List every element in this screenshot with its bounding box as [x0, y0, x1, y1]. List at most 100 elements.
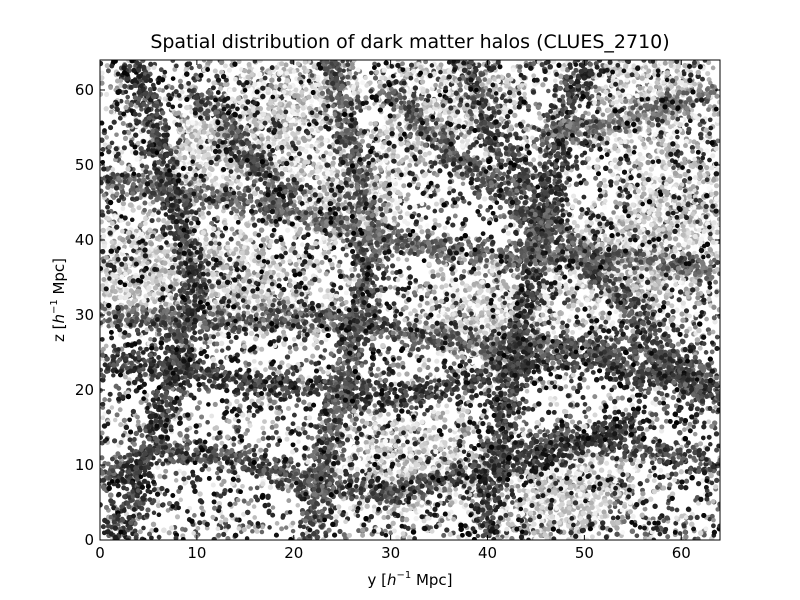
halo-point — [491, 390, 497, 396]
halo-point — [260, 66, 265, 71]
halo-point — [179, 395, 184, 401]
halo-point — [259, 524, 265, 530]
scatter-points — [100, 60, 720, 540]
halo-point — [317, 185, 323, 191]
halo-point — [419, 377, 425, 383]
halo-point — [503, 533, 509, 539]
halo-point — [232, 231, 237, 237]
halo-point — [683, 534, 689, 540]
halo-point — [391, 301, 397, 307]
halo-point — [245, 416, 251, 422]
halo-point — [106, 323, 112, 329]
halo-point — [240, 483, 245, 489]
halo-point — [651, 135, 657, 141]
halo-point — [120, 120, 126, 127]
halo-point — [413, 515, 419, 522]
halo-point — [404, 257, 410, 263]
halo-point — [585, 385, 591, 390]
halo-point — [358, 108, 364, 113]
halo-point — [247, 520, 253, 525]
halo-point — [337, 528, 343, 534]
halo-point — [711, 111, 717, 117]
halo-point — [168, 525, 175, 531]
halo-point — [368, 70, 374, 76]
halo-point — [120, 206, 126, 211]
halo-point — [574, 402, 580, 408]
halo-point — [478, 438, 484, 444]
halo-point — [715, 138, 720, 144]
halo-point — [102, 411, 107, 417]
halo-point — [604, 491, 611, 497]
halo-point — [460, 181, 466, 187]
halo-point — [285, 405, 292, 412]
halo-point — [648, 496, 654, 502]
halo-point — [450, 270, 456, 276]
halo-point — [571, 385, 577, 391]
halo-point — [135, 140, 141, 146]
halo-point — [177, 78, 183, 84]
halo-point — [674, 507, 680, 513]
halo-point — [635, 188, 642, 194]
halo-point — [444, 403, 450, 409]
halo-point — [653, 401, 659, 407]
halo-point — [641, 60, 647, 63]
halo-point — [300, 426, 306, 432]
halo-point — [486, 421, 492, 427]
halo-point — [630, 513, 636, 520]
halo-point — [199, 505, 204, 511]
halo-point — [531, 73, 537, 79]
halo-point — [502, 214, 507, 220]
halo-point — [356, 528, 362, 534]
halo-point — [400, 364, 406, 370]
halo-point — [692, 431, 698, 437]
halo-point — [679, 513, 685, 519]
halo-point — [706, 419, 711, 425]
halo-point — [432, 217, 438, 223]
halo-point — [121, 417, 128, 424]
halo-point — [209, 413, 215, 419]
halo-point — [582, 402, 588, 407]
halo-point — [700, 76, 705, 82]
halo-point — [711, 523, 716, 529]
halo-point — [559, 324, 565, 330]
halo-point — [586, 165, 591, 170]
halo-point — [454, 196, 461, 202]
halo-point — [567, 278, 573, 284]
halo-point — [426, 93, 432, 99]
halo-point — [678, 469, 684, 475]
halo-point — [696, 180, 702, 186]
halo-point — [246, 361, 252, 367]
halo-point — [258, 447, 264, 453]
halo-point — [122, 455, 127, 460]
halo-point — [653, 412, 659, 418]
halo-point — [261, 430, 267, 436]
halo-point — [100, 430, 105, 436]
halo-point — [368, 88, 374, 94]
halo-point — [100, 415, 106, 421]
halo-point — [707, 117, 713, 123]
halo-point — [331, 155, 337, 161]
halo-point — [482, 196, 488, 202]
halo-point — [186, 475, 192, 481]
halo-point — [372, 403, 378, 408]
halo-point — [310, 245, 316, 251]
halo-point — [214, 348, 219, 354]
halo-point — [151, 510, 157, 516]
halo-point — [122, 374, 128, 380]
halo-point — [442, 225, 448, 231]
halo-point — [713, 183, 720, 189]
halo-point — [461, 269, 467, 274]
halo-point — [197, 520, 203, 526]
halo-point — [253, 443, 259, 449]
halo-point — [571, 193, 577, 199]
halo-point — [344, 252, 349, 258]
halo-point — [305, 434, 311, 440]
halo-point — [704, 496, 710, 502]
halo-point — [673, 520, 679, 526]
halo-point — [317, 429, 323, 435]
halo-point — [262, 419, 267, 425]
halo-point — [646, 473, 652, 479]
halo-point — [296, 334, 302, 340]
halo-point — [158, 67, 164, 73]
halo-point — [404, 211, 410, 217]
